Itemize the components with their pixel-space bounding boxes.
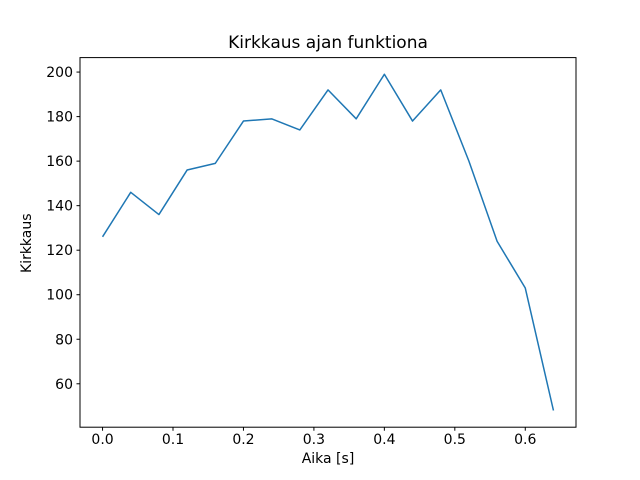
chart-title: Kirkkaus ajan funktiona bbox=[228, 33, 428, 53]
x-tick-label: 0.3 bbox=[303, 432, 325, 448]
x-tick-label: 0.1 bbox=[162, 432, 184, 448]
y-tick-label: 80 bbox=[55, 332, 73, 348]
data-line-kirkkaus bbox=[101, 73, 555, 411]
y-tick-label: 200 bbox=[46, 65, 73, 81]
y-tick-label: 180 bbox=[46, 110, 73, 126]
x-tick-label: 0.2 bbox=[232, 432, 254, 448]
x-axis-label: Aika [s] bbox=[301, 451, 355, 467]
x-tick-label: 0.4 bbox=[373, 432, 395, 448]
y-axis-label: Kirkkaus bbox=[19, 213, 35, 273]
axes-spines bbox=[79, 57, 577, 428]
y-tick-label: 160 bbox=[46, 154, 73, 170]
x-tick-label: 0.6 bbox=[514, 432, 536, 448]
x-tick-label: 0.5 bbox=[444, 432, 466, 448]
x-tick-label: 0.0 bbox=[91, 432, 113, 448]
y-tick-label: 120 bbox=[46, 243, 73, 259]
y-tick-label: 60 bbox=[55, 377, 73, 393]
y-tick-label: 140 bbox=[46, 199, 73, 215]
y-tick-label: 100 bbox=[46, 288, 73, 304]
